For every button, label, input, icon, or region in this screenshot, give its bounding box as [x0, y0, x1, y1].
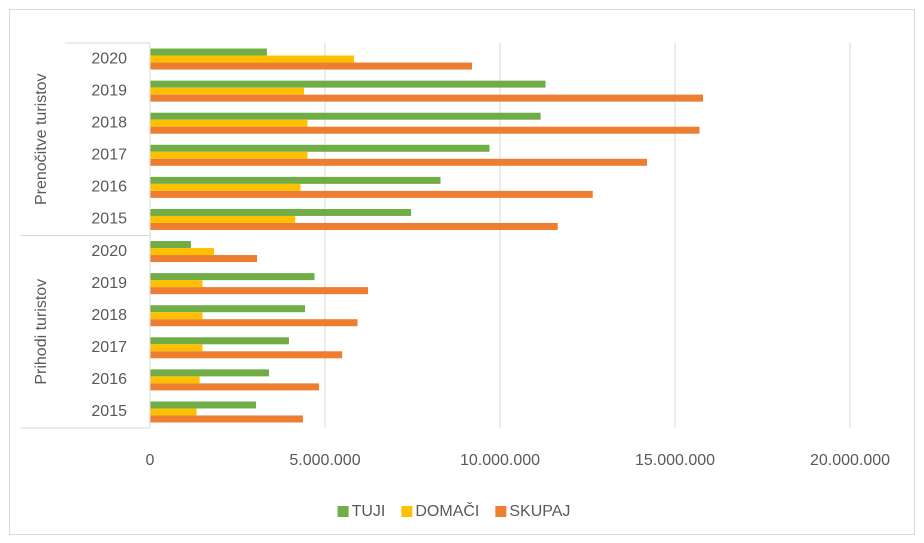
x-tick-label: 0 — [146, 452, 155, 469]
legend-swatch — [337, 506, 349, 517]
legend-swatch — [401, 506, 413, 517]
bar — [150, 80, 546, 88]
bar — [150, 273, 315, 281]
y-tick-label: 2020 — [91, 50, 127, 67]
bar — [150, 222, 558, 230]
x-tick-label: 10.000.000 — [460, 452, 540, 469]
y-tick-label: 2017 — [91, 339, 127, 356]
bar — [150, 144, 490, 152]
bar — [150, 94, 703, 102]
bar — [150, 319, 358, 327]
y-tick-label: 2016 — [91, 371, 127, 388]
bar — [150, 241, 191, 249]
y-tick-label: 2018 — [91, 114, 127, 131]
bar — [150, 190, 593, 198]
bar — [150, 112, 541, 120]
bar — [150, 305, 306, 313]
bar — [150, 183, 301, 191]
y-tick-label: 2018 — [91, 307, 127, 324]
bar — [150, 248, 215, 256]
x-tick-label: 15.000.000 — [635, 452, 715, 469]
y-tick-label: 2016 — [91, 179, 127, 196]
bar — [150, 287, 369, 295]
group-label: Prihodi turistov — [33, 279, 50, 385]
bar — [150, 376, 200, 384]
x-tick-label: 5.000.000 — [289, 452, 360, 469]
bar — [150, 176, 441, 184]
bar — [150, 126, 700, 134]
bar — [150, 408, 197, 416]
bar — [150, 48, 267, 56]
y-tick-label: 2020 — [91, 243, 127, 260]
group-label: Prenočitve turistov — [33, 73, 50, 205]
y-tick-label: 2017 — [91, 147, 127, 164]
bar — [150, 344, 203, 352]
bar — [150, 401, 257, 409]
bar — [150, 255, 258, 263]
bar — [150, 383, 320, 391]
bar — [150, 87, 304, 95]
bar — [150, 151, 308, 159]
bar — [150, 369, 269, 377]
legend-label: TUJI — [352, 503, 386, 520]
bar — [150, 55, 355, 63]
bar — [150, 351, 343, 359]
bar — [150, 215, 296, 223]
bar — [150, 158, 647, 166]
bar — [150, 337, 289, 345]
bar — [150, 62, 472, 70]
legend-label: SKUPAJ — [509, 503, 570, 520]
bar — [150, 280, 203, 288]
y-tick-label: 2019 — [91, 275, 127, 292]
y-tick-label: 2019 — [91, 82, 127, 99]
y-tick-label: 2015 — [91, 403, 127, 420]
bar — [150, 312, 203, 320]
legend-label: DOMAČI — [415, 501, 479, 520]
bar — [150, 208, 412, 216]
legend-swatch — [495, 506, 507, 517]
bar — [150, 415, 303, 423]
x-tick-label: 20.000.000 — [810, 452, 890, 469]
bar — [150, 119, 308, 127]
y-tick-label: 2015 — [91, 211, 127, 228]
